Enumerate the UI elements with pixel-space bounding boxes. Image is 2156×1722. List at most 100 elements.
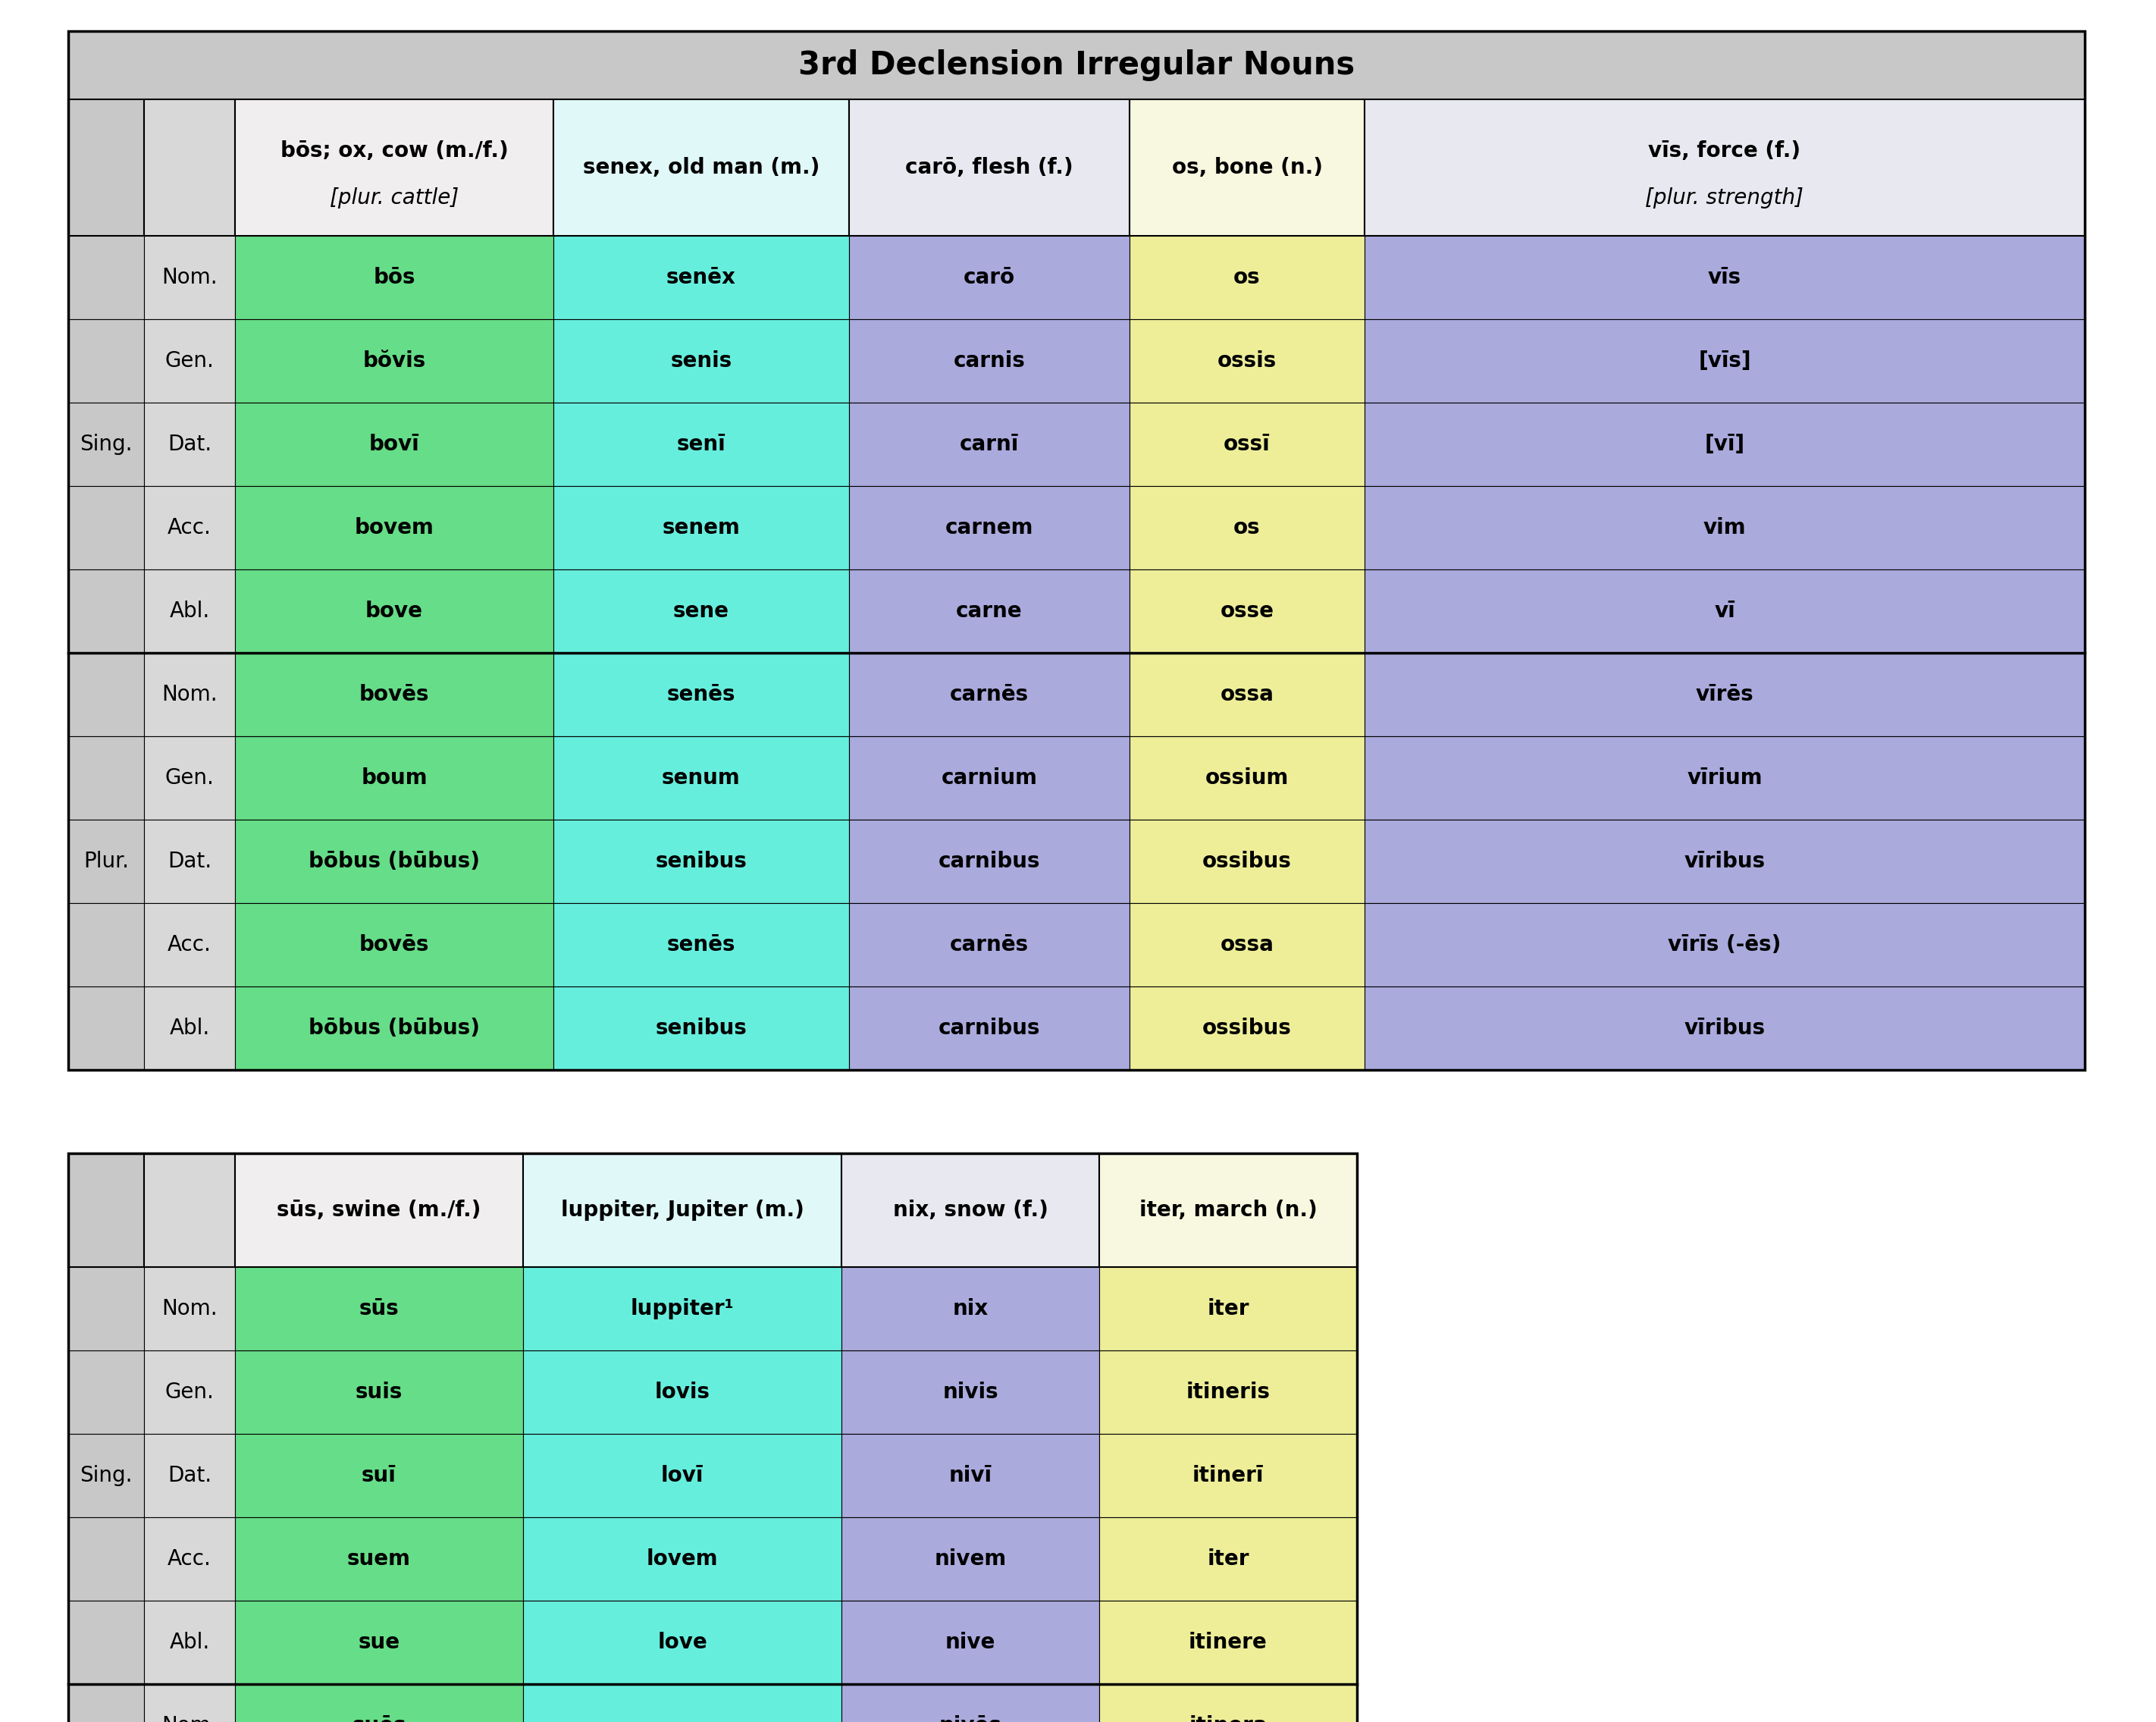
Text: nivī: nivī: [949, 1465, 992, 1486]
Text: Nom.: Nom.: [162, 684, 218, 706]
Text: sūs, swine (m./f.): sūs, swine (m./f.): [276, 1200, 481, 1221]
Text: itinere: itinere: [1188, 1632, 1268, 1653]
Text: lovī: lovī: [662, 1465, 703, 1486]
Text: bōs: bōs: [373, 267, 416, 288]
Text: bove: bove: [364, 601, 423, 622]
Text: Abl.: Abl.: [170, 601, 209, 622]
Bar: [235, 570, 554, 653]
Text: carnibus: carnibus: [938, 851, 1041, 871]
Bar: [524, 1517, 841, 1601]
Bar: [69, 820, 144, 902]
Text: carnēs: carnēs: [951, 933, 1028, 956]
Bar: [69, 100, 144, 236]
Bar: [235, 1684, 524, 1722]
Text: bōs; ox, cow (m./f.): bōs; ox, cow (m./f.): [280, 141, 509, 162]
Text: Acc.: Acc.: [168, 1548, 211, 1569]
Bar: [1130, 570, 1365, 653]
Bar: [1100, 1517, 1356, 1601]
Text: itinerī: itinerī: [1192, 1465, 1263, 1486]
Bar: [144, 1350, 235, 1434]
Bar: [235, 1517, 524, 1601]
Text: vīribus: vīribus: [1684, 1018, 1766, 1038]
Text: sene: sene: [673, 601, 729, 622]
Text: Acc.: Acc.: [168, 933, 211, 956]
Text: 3rd Declension Irregular Nouns: 3rd Declension Irregular Nouns: [798, 50, 1354, 81]
Bar: [144, 820, 235, 902]
Bar: [1365, 653, 2085, 737]
Bar: [1130, 987, 1365, 1069]
Text: suis: suis: [356, 1381, 403, 1403]
Bar: [69, 1350, 144, 1434]
Bar: [144, 1517, 235, 1601]
Bar: [235, 403, 554, 486]
Bar: [1130, 319, 1365, 403]
Text: carne: carne: [955, 601, 1022, 622]
Text: Gen.: Gen.: [164, 350, 213, 372]
Bar: [235, 1601, 524, 1684]
Text: carnēs: carnēs: [951, 684, 1028, 706]
Bar: [235, 737, 554, 820]
Text: sue: sue: [358, 1632, 401, 1653]
Text: vim: vim: [1703, 517, 1746, 539]
Bar: [1130, 902, 1365, 987]
Bar: [524, 1154, 841, 1267]
Text: ossa: ossa: [1220, 684, 1274, 706]
Text: Acc.: Acc.: [168, 517, 211, 539]
Text: bovēs: bovēs: [360, 933, 429, 956]
Text: nix: nix: [953, 1298, 987, 1319]
Bar: [235, 987, 554, 1069]
Text: bovēs: bovēs: [360, 684, 429, 706]
Text: carō, flesh (f.): carō, flesh (f.): [906, 157, 1074, 177]
Bar: [849, 486, 1130, 570]
Bar: [849, 820, 1130, 902]
Bar: [1130, 737, 1365, 820]
Bar: [69, 570, 144, 653]
Text: lovem: lovem: [647, 1548, 718, 1569]
Text: vīrēs: vīrēs: [1695, 684, 1753, 706]
Text: bovī: bovī: [369, 434, 420, 455]
Bar: [1365, 319, 2085, 403]
Bar: [1100, 1267, 1356, 1350]
Bar: [144, 570, 235, 653]
Bar: [235, 319, 554, 403]
Text: suī: suī: [362, 1465, 397, 1486]
Bar: [69, 403, 144, 486]
Text: os: os: [1233, 517, 1261, 539]
Bar: [841, 1154, 1100, 1267]
Bar: [1130, 403, 1365, 486]
Bar: [554, 987, 849, 1069]
Bar: [554, 403, 849, 486]
Text: [vī]: [vī]: [1705, 434, 1744, 455]
Text: Sing.: Sing.: [80, 434, 132, 455]
Text: os: os: [1233, 267, 1261, 288]
Bar: [144, 1684, 235, 1722]
Bar: [235, 236, 554, 319]
Bar: [1365, 403, 2085, 486]
Text: vīs: vīs: [1708, 267, 1742, 288]
Bar: [235, 1267, 524, 1350]
Text: senī: senī: [677, 434, 727, 455]
Text: carnibus: carnibus: [938, 1018, 1041, 1038]
Text: Nom.: Nom.: [162, 267, 218, 288]
Bar: [1365, 987, 2085, 1069]
Bar: [235, 902, 554, 987]
Bar: [554, 737, 849, 820]
Text: ossa: ossa: [1220, 933, 1274, 956]
Bar: [1365, 820, 2085, 902]
Bar: [1100, 1350, 1356, 1434]
Bar: [1365, 236, 2085, 319]
Text: [vīs]: [vīs]: [1699, 350, 1751, 372]
Text: Nom.: Nom.: [162, 1298, 218, 1319]
Bar: [235, 1350, 524, 1434]
Bar: [841, 1350, 1100, 1434]
Bar: [1100, 1154, 1356, 1267]
Bar: [235, 486, 554, 570]
Bar: [841, 1434, 1100, 1517]
Bar: [144, 236, 235, 319]
Bar: [1100, 1434, 1356, 1517]
Text: [plur. strength]: [plur. strength]: [1645, 188, 1805, 208]
Text: bovem: bovem: [354, 517, 433, 539]
Text: [plur. cattle]: [plur. cattle]: [330, 188, 459, 208]
Text: iter: iter: [1207, 1548, 1248, 1569]
Bar: [849, 902, 1130, 987]
